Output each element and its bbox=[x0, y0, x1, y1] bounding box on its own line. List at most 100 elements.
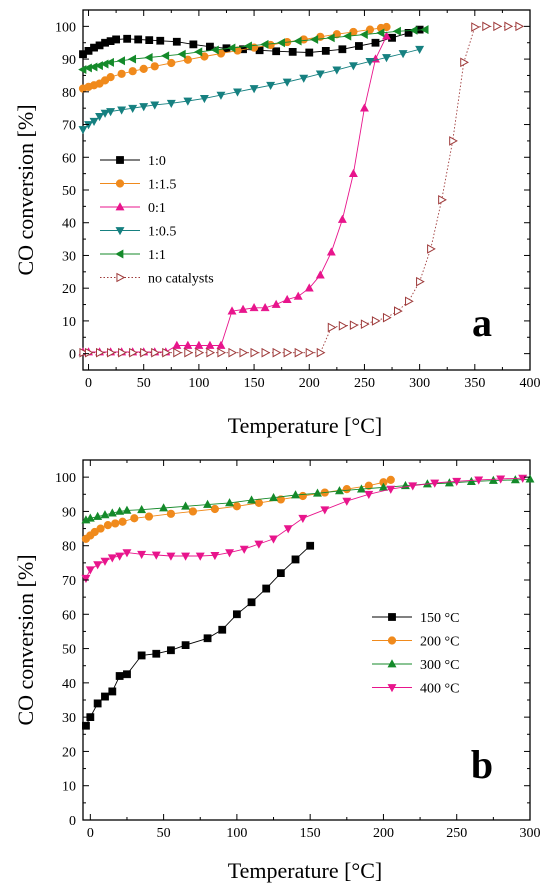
data-point bbox=[250, 347, 260, 358]
data-point bbox=[262, 584, 271, 593]
data-point bbox=[117, 69, 126, 78]
data-point bbox=[359, 30, 368, 40]
legend-marker bbox=[387, 636, 397, 645]
y-tick-label: 100 bbox=[55, 471, 76, 486]
x-tick-label: 350 bbox=[464, 376, 485, 391]
data-point bbox=[327, 322, 337, 333]
x-tick-label: 150 bbox=[244, 376, 265, 391]
data-point bbox=[108, 687, 117, 696]
data-point bbox=[210, 551, 220, 561]
data-point bbox=[181, 641, 190, 650]
data-point bbox=[276, 38, 286, 48]
y-tick-label: 90 bbox=[62, 505, 76, 520]
data-point bbox=[360, 319, 370, 329]
data-point bbox=[398, 50, 408, 59]
data-point bbox=[276, 569, 285, 578]
data-point bbox=[216, 340, 226, 349]
data-point bbox=[364, 481, 373, 490]
data-point bbox=[386, 475, 395, 484]
data-point bbox=[100, 510, 110, 519]
series-line bbox=[85, 545, 311, 726]
data-point bbox=[137, 504, 147, 514]
data-point bbox=[269, 535, 278, 544]
data-point bbox=[144, 52, 153, 62]
data-point bbox=[216, 49, 226, 58]
data-point bbox=[150, 101, 160, 110]
data-point bbox=[194, 340, 204, 349]
data-point bbox=[161, 51, 170, 61]
data-point bbox=[291, 555, 300, 564]
data-point bbox=[216, 91, 226, 100]
series-1-0 bbox=[79, 25, 424, 59]
data-point bbox=[130, 514, 139, 523]
x-tick-label: 100 bbox=[188, 376, 209, 391]
data-point bbox=[111, 519, 120, 528]
data-point bbox=[140, 347, 149, 358]
panel-a-y-axis-title: CO conversion [%] bbox=[13, 104, 38, 275]
data-point bbox=[332, 66, 342, 75]
data-point bbox=[243, 41, 252, 51]
data-point bbox=[81, 574, 91, 584]
data-point bbox=[112, 35, 121, 44]
data-point bbox=[118, 517, 127, 526]
data-point bbox=[122, 505, 132, 514]
data-point bbox=[271, 299, 281, 308]
data-point bbox=[239, 347, 249, 358]
data-point bbox=[249, 303, 259, 312]
data-point bbox=[382, 312, 392, 323]
legend-label: 400 °C bbox=[420, 682, 459, 697]
data-point bbox=[338, 321, 348, 331]
data-point bbox=[203, 499, 213, 508]
legend-label: 0:1 bbox=[148, 201, 166, 216]
series-line bbox=[85, 478, 531, 521]
data-point bbox=[416, 276, 425, 287]
data-point bbox=[371, 38, 380, 47]
y-tick-label: 60 bbox=[62, 608, 76, 623]
legend-label: 1:0.5 bbox=[148, 225, 176, 240]
x-tick-label: 200 bbox=[299, 376, 320, 391]
data-point bbox=[107, 554, 117, 563]
data-point bbox=[172, 340, 182, 349]
legend-label: 1:0 bbox=[148, 154, 166, 169]
legend-label: 1:1.5 bbox=[148, 178, 176, 193]
panel-b-axes-frame bbox=[82, 459, 531, 821]
data-point bbox=[93, 561, 103, 570]
legend-label: 150 °C bbox=[420, 611, 459, 626]
y-tick-label: 0 bbox=[69, 348, 76, 363]
data-point bbox=[349, 320, 359, 330]
data-point bbox=[343, 31, 352, 41]
data-point bbox=[183, 97, 193, 106]
data-point bbox=[82, 721, 90, 730]
data-point bbox=[227, 306, 237, 315]
data-point bbox=[260, 303, 270, 312]
data-point bbox=[116, 56, 125, 66]
panel-a: 0 50 100 150 200 250 300 350 400 0 10 20 30 40 50 60 70 8… bbox=[13, 9, 541, 438]
data-point bbox=[474, 476, 484, 485]
legend-marker bbox=[388, 613, 396, 621]
x-tick-label: 0 bbox=[87, 826, 94, 841]
data-point bbox=[232, 610, 241, 619]
data-point bbox=[376, 28, 385, 38]
legend-marker bbox=[387, 659, 397, 668]
data-point bbox=[449, 136, 458, 146]
data-point bbox=[227, 43, 236, 53]
data-point bbox=[452, 477, 462, 487]
data-point bbox=[460, 57, 469, 68]
data-point bbox=[408, 482, 418, 491]
data-point bbox=[238, 304, 248, 313]
data-point bbox=[217, 347, 227, 358]
legend-marker bbox=[387, 684, 397, 693]
legend-label: 300 °C bbox=[420, 658, 459, 673]
data-point bbox=[228, 347, 238, 358]
x-tick-label: 300 bbox=[409, 376, 430, 391]
y-tick-label: 100 bbox=[55, 20, 76, 35]
data-point bbox=[282, 78, 292, 87]
data-point bbox=[181, 501, 191, 510]
legend-marker bbox=[115, 179, 125, 188]
data-point bbox=[107, 347, 116, 358]
panel-a-legend: 1:0 1:1.5 0:1 1:0.5 1:1 no catalysts bbox=[100, 154, 214, 287]
data-point bbox=[189, 40, 198, 49]
data-point bbox=[515, 21, 525, 32]
data-point bbox=[371, 316, 381, 326]
